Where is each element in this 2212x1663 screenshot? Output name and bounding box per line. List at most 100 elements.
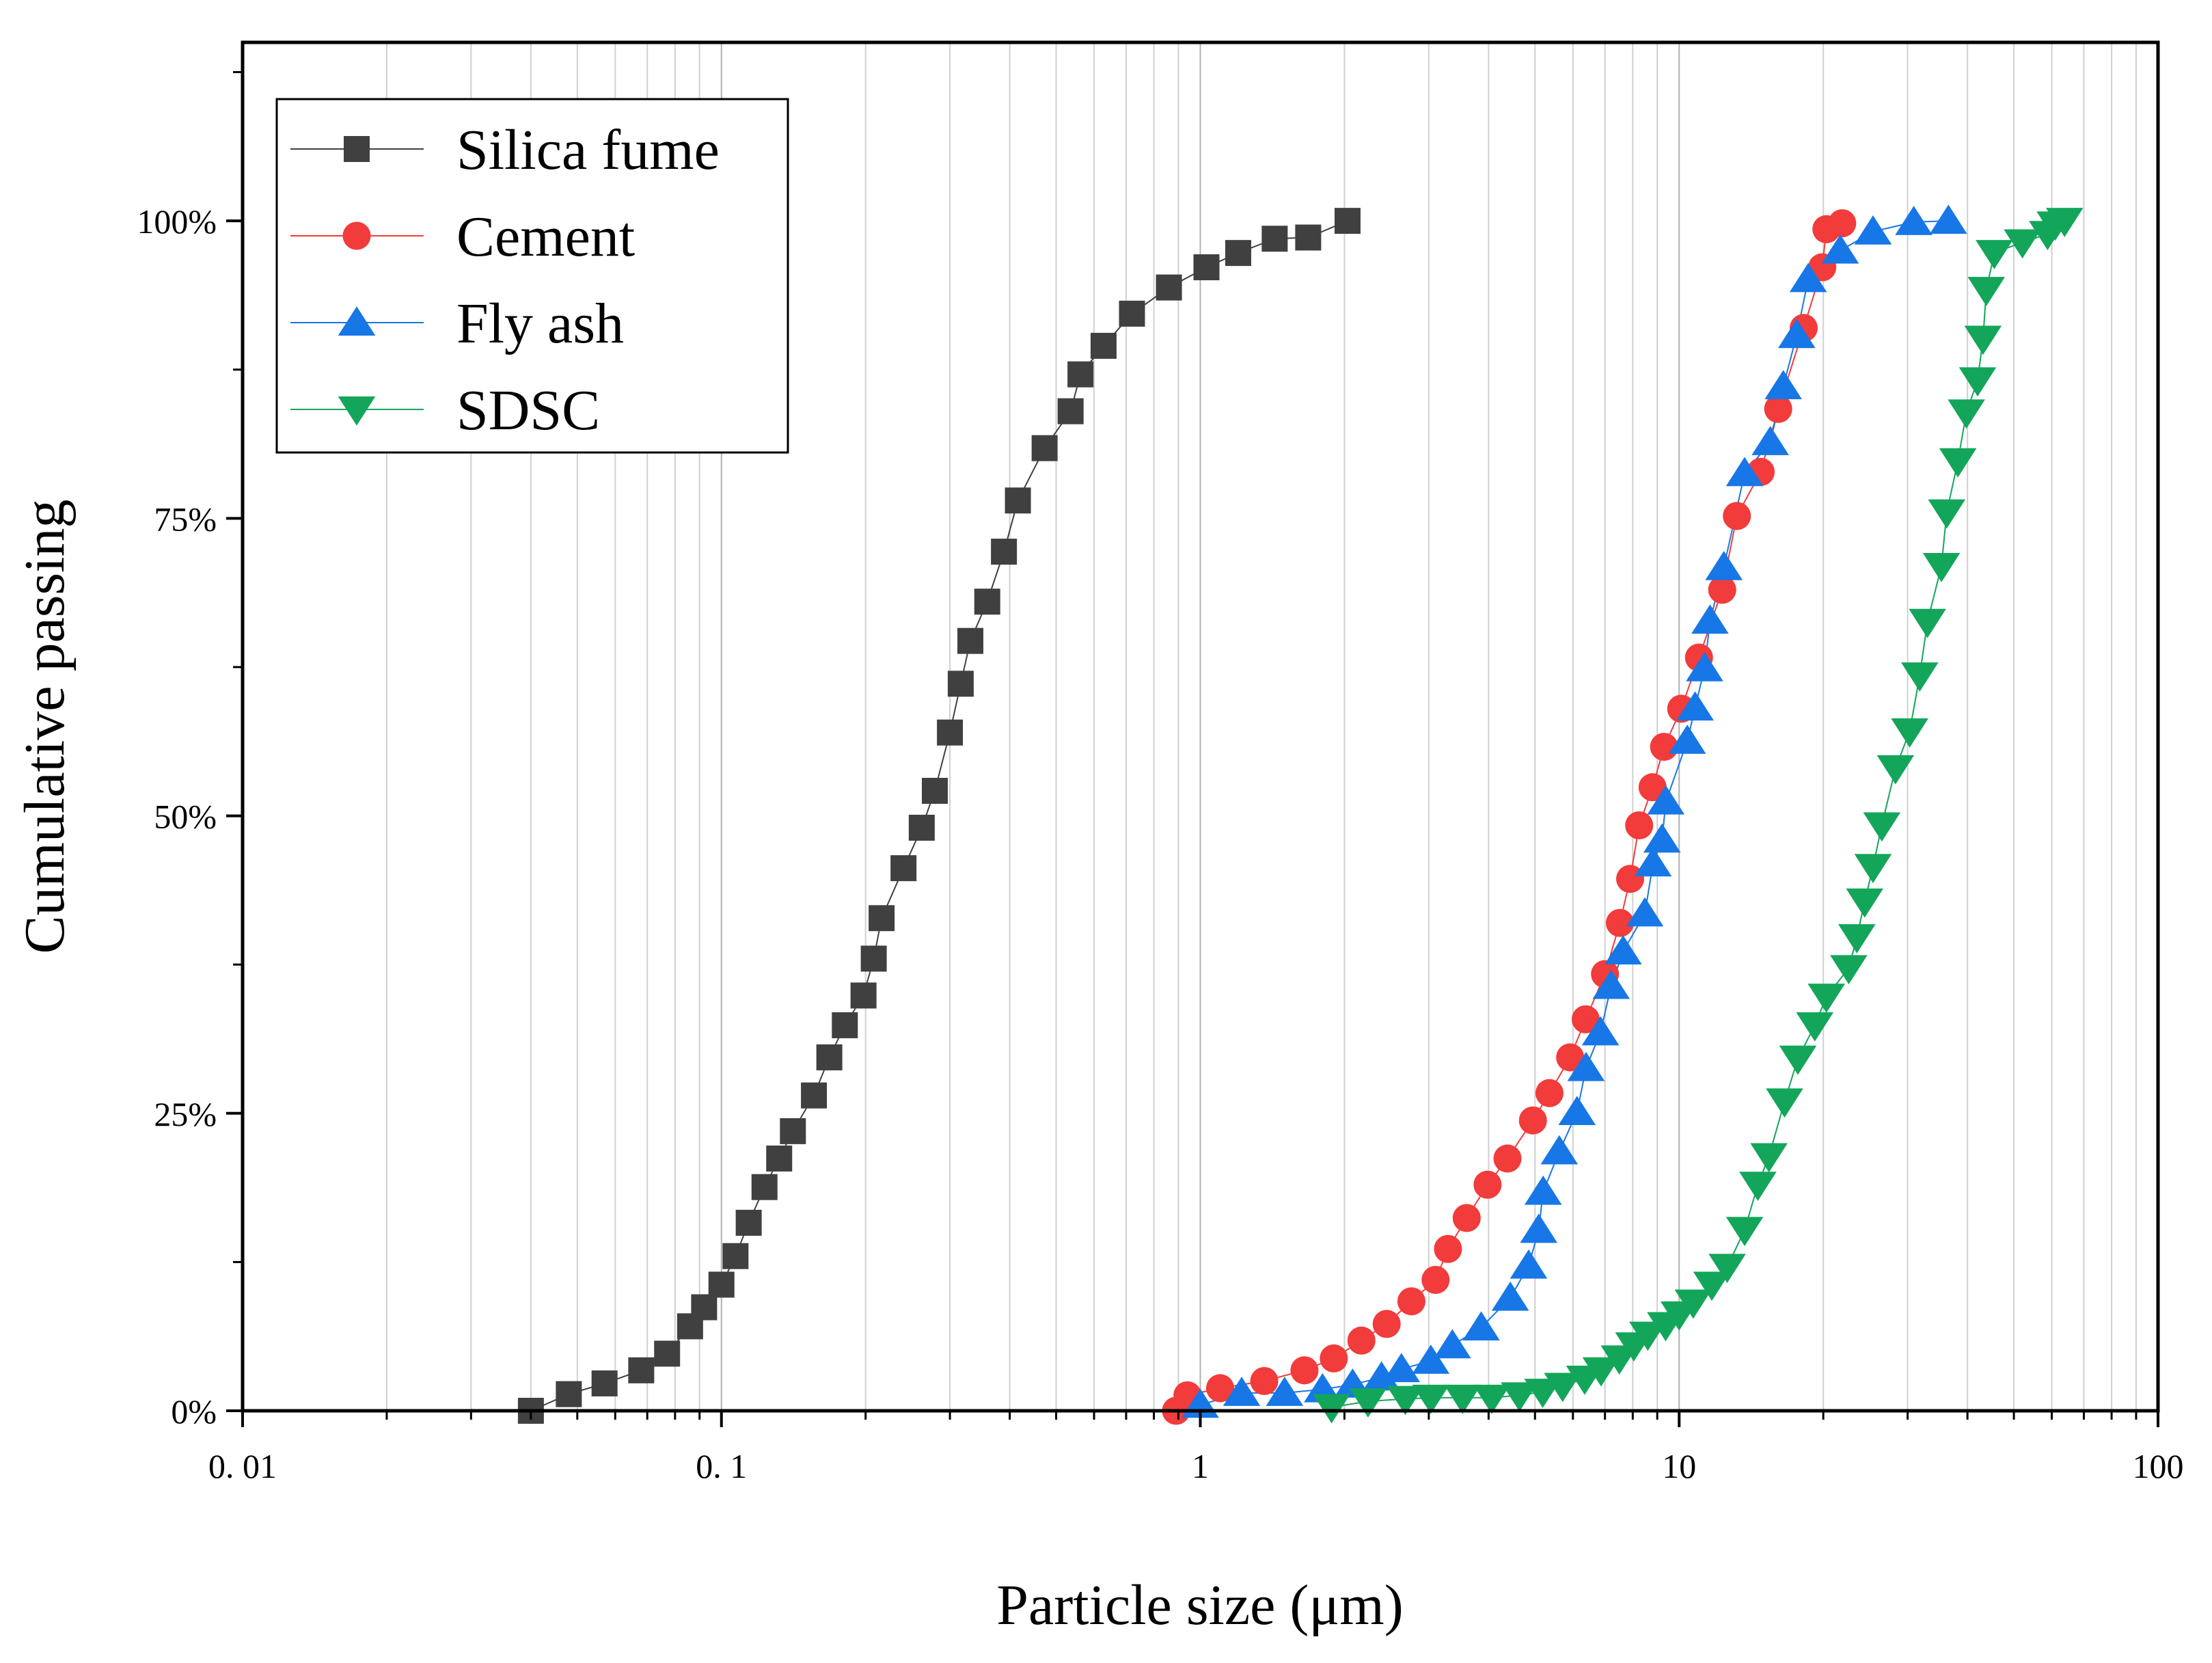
legend-label: Silica fume <box>456 118 720 182</box>
data-point <box>1421 1265 1450 1295</box>
data-point <box>1676 691 1714 721</box>
data-point <box>869 905 895 932</box>
data-point <box>766 1145 793 1172</box>
data-point <box>1347 1326 1376 1355</box>
data-point <box>1544 1373 1582 1403</box>
data-point <box>1643 823 1681 853</box>
data-point <box>780 1118 806 1144</box>
data-point <box>1473 1384 1511 1414</box>
data-point <box>1647 785 1685 815</box>
data-point <box>850 982 877 1009</box>
data-point <box>1764 394 1792 423</box>
data-point <box>1382 1353 1421 1383</box>
data-point <box>1290 1356 1319 1385</box>
data-point <box>1895 206 1933 235</box>
data-point <box>1922 552 1961 582</box>
data-point <box>1638 773 1667 802</box>
data-point <box>860 945 887 972</box>
data-point <box>1634 847 1672 877</box>
data-point <box>1313 1394 1350 1424</box>
data-point <box>1939 448 1977 478</box>
y-tick-label: 100% <box>137 202 217 241</box>
data-point <box>1524 1379 1561 1408</box>
data-point <box>1295 224 1322 251</box>
data-point <box>1581 1016 1620 1046</box>
series-line-1 <box>1175 222 1843 1411</box>
data-point <box>1629 1321 1667 1351</box>
data-point <box>722 1243 749 1269</box>
data-point <box>1821 234 1859 264</box>
data-point <box>1891 718 1928 748</box>
data-point <box>1510 1249 1548 1279</box>
data-point <box>832 1012 858 1038</box>
data-point <box>1057 398 1084 424</box>
data-point <box>1976 240 2013 269</box>
data-point <box>1524 1175 1562 1205</box>
x-tick-label: 0. 01 <box>208 1447 277 1485</box>
data-point <box>991 539 1018 565</box>
y-tick-label: 0% <box>171 1392 217 1431</box>
data-point <box>1777 319 1816 349</box>
x-axis-title: Particle size (μm) <box>996 1573 1403 1637</box>
data-point <box>1434 1234 1462 1263</box>
data-point <box>1830 955 1868 985</box>
data-point <box>1605 935 1642 965</box>
data-point <box>1334 208 1361 234</box>
data-point <box>1764 370 1802 400</box>
data-point <box>1558 1096 1596 1126</box>
data-point <box>1363 1361 1400 1391</box>
x-tick-label: 10 <box>1662 1447 1696 1485</box>
data-point <box>691 1294 718 1321</box>
legend-label: Cement <box>456 205 635 269</box>
series-markers <box>517 204 2084 1425</box>
data-point <box>628 1357 655 1383</box>
data-point <box>1766 1088 1803 1118</box>
data-point <box>1462 1311 1500 1341</box>
data-point <box>1205 1374 1235 1403</box>
data-point <box>1854 854 1892 884</box>
data-point <box>1693 1271 1731 1301</box>
data-point <box>1615 865 1645 893</box>
legend-marker <box>338 396 376 426</box>
data-point <box>1626 897 1664 927</box>
data-point <box>1491 1281 1529 1311</box>
data-point <box>1928 499 1966 529</box>
data-point <box>1520 1213 1558 1243</box>
data-point <box>1605 908 1635 937</box>
legend-marker <box>342 221 371 250</box>
x-tick-label: 1 <box>1192 1447 1209 1485</box>
data-point <box>1967 277 2006 306</box>
y-axis-title: Cumulative passing <box>13 500 77 954</box>
data-point <box>1567 1051 1605 1081</box>
data-point <box>1828 209 1857 238</box>
data-point <box>591 1370 618 1396</box>
data-point <box>1838 924 1876 954</box>
data-point <box>1901 662 1939 692</box>
data-point <box>1119 300 1145 327</box>
data-point <box>1412 1384 1450 1414</box>
data-point <box>816 1044 843 1070</box>
data-point <box>1876 755 1915 785</box>
data-point <box>1846 888 1884 918</box>
data-point <box>801 1082 828 1109</box>
data-point <box>1750 1143 1788 1173</box>
data-point <box>1674 1289 1712 1319</box>
data-point <box>1473 1170 1502 1199</box>
data-point <box>1796 1012 1834 1042</box>
data-point <box>957 627 984 654</box>
data-point <box>1625 811 1654 840</box>
data-point <box>1090 332 1117 359</box>
data-point <box>1668 725 1706 754</box>
data-point <box>1540 1135 1579 1165</box>
data-point <box>1725 457 1764 487</box>
y-tick-label: 25% <box>154 1095 217 1133</box>
data-point <box>1582 1357 1620 1387</box>
data-point <box>1444 1384 1482 1414</box>
data-point <box>654 1340 681 1367</box>
data-point <box>1556 1043 1585 1072</box>
data-point <box>1266 1377 1304 1406</box>
data-point <box>1948 399 1985 429</box>
x-tick-label: 100 <box>2133 1447 2184 1485</box>
data-point <box>1535 1079 1564 1107</box>
